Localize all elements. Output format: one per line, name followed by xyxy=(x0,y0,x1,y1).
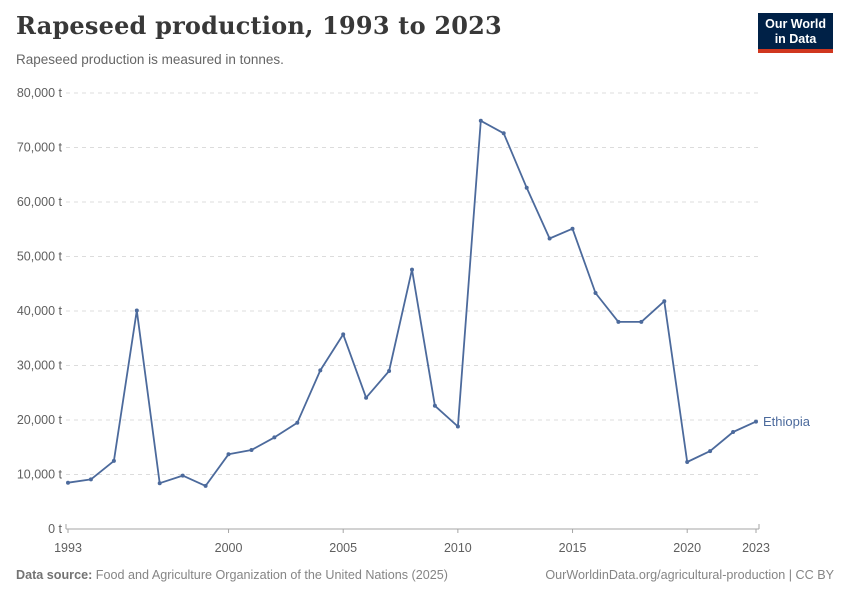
x-axis-label: 2023 xyxy=(742,541,770,555)
data-point xyxy=(478,118,483,123)
data-point xyxy=(249,448,254,452)
chart-title: Rapeseed production, 1993 to 2023 xyxy=(16,11,502,40)
chart-footer: Data source: Food and Agriculture Organi… xyxy=(16,568,834,582)
data-point xyxy=(593,291,598,295)
y-axis-label: 60,000 t xyxy=(17,195,63,209)
owid-logo-line2: in Data xyxy=(774,32,817,46)
data-point xyxy=(754,419,758,424)
chart-subtitle: Rapeseed production is measured in tonne… xyxy=(16,52,284,67)
data-source: Data source: Food and Agriculture Organi… xyxy=(16,568,448,582)
data-point xyxy=(272,435,277,440)
data-point xyxy=(639,319,644,324)
data-source-label: Data source: xyxy=(16,568,93,582)
y-axis-label: 30,000 t xyxy=(17,359,63,373)
y-axis-label: 10,000 t xyxy=(17,468,63,482)
data-point xyxy=(685,460,690,464)
y-axis-label: 70,000 t xyxy=(17,141,63,155)
data-point xyxy=(157,481,162,486)
x-axis-label: 1993 xyxy=(54,541,82,555)
data-point xyxy=(203,483,208,488)
data-point xyxy=(341,332,346,337)
data-point xyxy=(708,449,713,454)
series-line xyxy=(67,119,757,487)
x-axis-label: 2015 xyxy=(559,541,587,555)
data-point xyxy=(88,477,93,482)
footer-license: OurWorldinData.org/agricultural-producti… xyxy=(545,568,834,582)
data-point xyxy=(662,299,667,304)
data-point xyxy=(547,236,552,241)
data-point xyxy=(387,369,392,373)
x-axis-label: 2000 xyxy=(215,541,243,555)
x-axis-label: 2005 xyxy=(329,541,357,555)
data-point xyxy=(455,424,460,429)
y-axis-labels: 0 t 10,000 t 20,000 t 30,000 t 40,000 t 50,00… xyxy=(17,86,63,536)
data-point xyxy=(295,420,300,425)
data-point xyxy=(111,458,116,463)
y-axis-label: 20,000 t xyxy=(17,413,63,427)
data-point xyxy=(524,185,529,190)
data-point xyxy=(318,368,323,373)
owid-logo: Our World in Data xyxy=(758,13,833,53)
data-series-ethiopia: Ethiopia xyxy=(66,118,811,488)
x-axis-labels: 1993 2000 2005 2010 2015 2020 2023 xyxy=(54,541,770,555)
x-axis-label: 2020 xyxy=(673,541,701,555)
y-axis-label: 50,000 t xyxy=(17,250,63,264)
y-axis-label: 40,000 t xyxy=(17,304,63,318)
data-point xyxy=(570,226,575,231)
data-point xyxy=(226,452,231,457)
data-source-text: Food and Agriculture Organization of the… xyxy=(95,568,448,582)
y-axis-label: 80,000 t xyxy=(17,86,63,100)
data-point xyxy=(410,267,414,272)
data-point xyxy=(731,430,736,434)
x-axis xyxy=(65,524,760,533)
data-point xyxy=(180,473,185,478)
data-point xyxy=(66,480,70,485)
data-point xyxy=(501,131,506,136)
owid-logo-line1: Our World xyxy=(765,17,826,31)
x-axis-label: 2010 xyxy=(444,541,472,555)
y-axis-label: 0 t xyxy=(48,522,62,536)
data-point xyxy=(364,395,369,400)
y-gridlines xyxy=(66,92,759,475)
series-entity-label: Ethiopia xyxy=(763,414,811,429)
data-point xyxy=(616,319,621,324)
data-point xyxy=(432,403,437,408)
data-point xyxy=(134,308,139,313)
